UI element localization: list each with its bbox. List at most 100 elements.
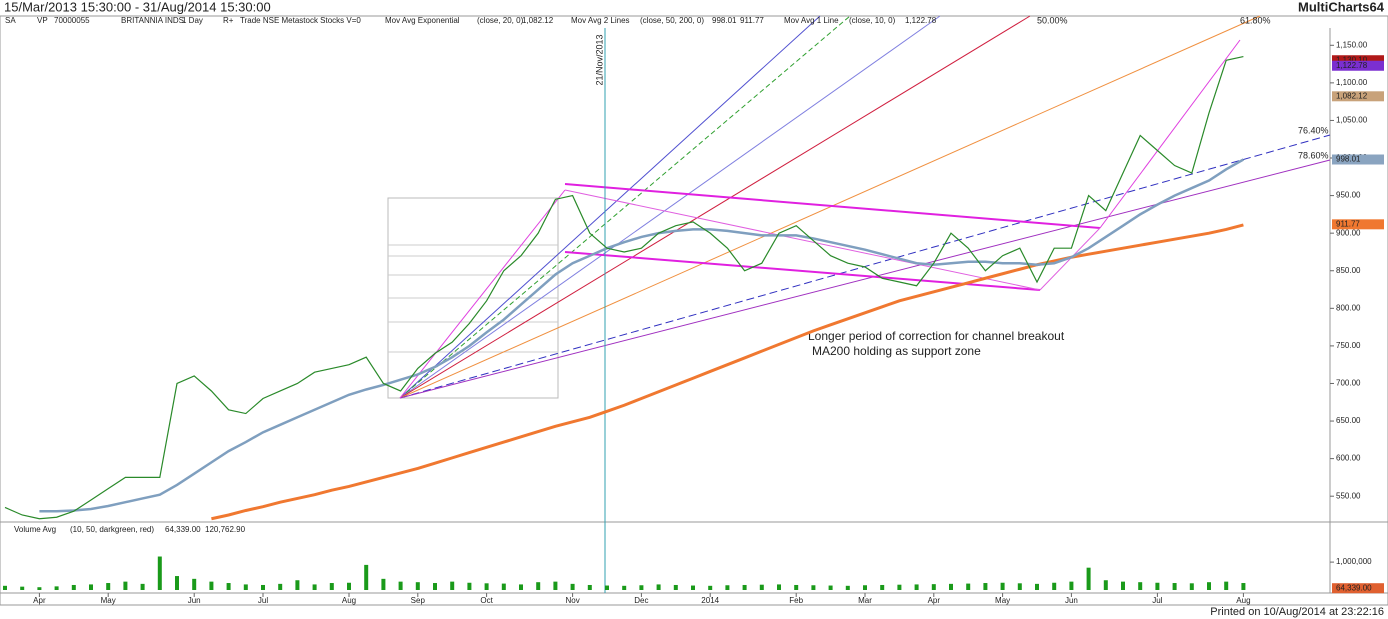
volume-header: Volume Avg (14, 525, 56, 534)
volume-bar (123, 581, 128, 590)
toolbar-item: 1 Day (182, 16, 203, 25)
volume-bar (914, 584, 919, 590)
y-tick-label: 600.00 (1336, 454, 1361, 463)
volume-bar (983, 583, 988, 590)
volume-bar (519, 584, 523, 590)
volume-bar (794, 584, 799, 590)
trend-line (399, 189, 566, 399)
volume-bar (1241, 583, 1246, 590)
fib-label: 50.00% (1037, 15, 1068, 25)
volume-bar (639, 585, 644, 590)
volume-bar (1000, 582, 1005, 590)
volume-bar (433, 583, 437, 590)
volume-bar (1172, 583, 1177, 590)
volume-bar (742, 584, 747, 590)
volume-bar (295, 580, 300, 590)
toolbar-item: VP (37, 16, 48, 25)
price-flag-label: 1,122.78 (1336, 61, 1368, 70)
y-tick-label: 700.00 (1336, 379, 1361, 388)
toolbar-item: R+ (223, 16, 234, 25)
y-tick-label: 1,100.00 (1336, 78, 1368, 87)
volume-bar (71, 584, 76, 590)
volume-bar (708, 585, 713, 590)
volume-bar (467, 582, 472, 590)
volume-bar (261, 584, 265, 590)
frame (0, 15, 1388, 606)
price-flag-label: 64,339.00 (1336, 583, 1372, 592)
y-tick-label: 850.00 (1336, 266, 1361, 275)
volume-bar (1138, 582, 1143, 590)
y-tick-label: 550.00 (1336, 491, 1361, 500)
volume-bar (605, 585, 609, 590)
annotation: Longer period of correction for channel … (808, 329, 1065, 343)
volume-bar (415, 582, 420, 590)
toolbar-item: Mov Avg 2 Lines (571, 16, 630, 25)
volume-bar (656, 584, 661, 590)
toolbar-item: 1,082.12 (522, 16, 554, 25)
y-tick-label: 1,000,000 (1336, 557, 1372, 566)
price-flag (1332, 154, 1384, 165)
volume-bar (37, 587, 42, 590)
x-tick-label: May (995, 596, 1010, 605)
toolbar-item: 70000055 (54, 16, 90, 25)
volume-bar (1207, 582, 1211, 590)
volume-bar (725, 585, 730, 590)
x-tick-label: Jun (1065, 596, 1078, 605)
y-tick-label: 750.00 (1336, 341, 1361, 350)
volume-bar (553, 581, 558, 590)
volume-bar (1017, 583, 1022, 590)
volume-bar (622, 585, 627, 590)
volume-bar (931, 584, 936, 590)
x-tick-label: Jun (188, 596, 201, 605)
volume-bar (1103, 580, 1108, 590)
price-line (4, 55, 1244, 520)
x-tick-label: Dec (634, 596, 648, 605)
volume-bar (89, 584, 93, 590)
vertical-line-label: 21/Nov/2013 (594, 34, 604, 85)
volume-bar (1052, 582, 1057, 590)
y-tick-label: 800.00 (1336, 303, 1361, 312)
toolbar-item: 911.77 (740, 16, 764, 25)
toolbar-item: 998.01 (712, 16, 737, 25)
volume-bar (484, 583, 489, 590)
footer: Printed on 10/Aug/2014 at 23:22:16 (1210, 606, 1384, 618)
price-flag (1332, 583, 1384, 594)
toolbar-item: Mov Avg 1 Line (784, 16, 839, 25)
x-tick-label: Sep (411, 596, 426, 605)
volume-bar (673, 584, 678, 590)
x-tick-label: Jul (1152, 596, 1162, 605)
fan-line (399, 15, 821, 399)
toolbar-item: Mov Avg Exponential (385, 16, 460, 25)
volume-bar (501, 583, 506, 590)
volume-bar (243, 584, 248, 590)
y-tick-label: 900.00 (1336, 228, 1361, 237)
volume-bar (863, 585, 867, 590)
volume-bar (691, 585, 695, 590)
volume-bar (777, 584, 781, 590)
volume-bar (209, 581, 214, 590)
x-tick-label: Nov (565, 596, 579, 605)
volume-bar (381, 578, 386, 590)
x-tick-label: May (101, 596, 116, 605)
y-tick-label: 650.00 (1336, 416, 1361, 425)
price-flag-label: 1,130.10 (1336, 55, 1368, 64)
volume-bar (759, 584, 764, 590)
x-tick-label: Apr (928, 596, 941, 605)
price-flag-label: 998.01 (1336, 155, 1361, 164)
price-flag-label: 911.77 (1336, 219, 1360, 228)
x-tick-label: Apr (33, 596, 46, 605)
volume-header: 64,339.00 (165, 525, 201, 534)
volume-bar (880, 584, 885, 590)
y-tick-label: 1,150.00 (1336, 40, 1368, 49)
toolbar-item: BRITANNIA INDS (121, 16, 184, 25)
x-tick-label: Mar (858, 596, 872, 605)
toolbar-item: SA (5, 16, 16, 25)
volume-bar (1035, 583, 1039, 590)
volume-bar (966, 583, 971, 590)
fib-label: 78.60% (1298, 150, 1329, 160)
fan-line (399, 15, 1261, 399)
x-tick-label: Oct (480, 596, 493, 605)
volume-bar (398, 581, 403, 590)
annotation: MA200 holding as support zone (812, 344, 981, 358)
